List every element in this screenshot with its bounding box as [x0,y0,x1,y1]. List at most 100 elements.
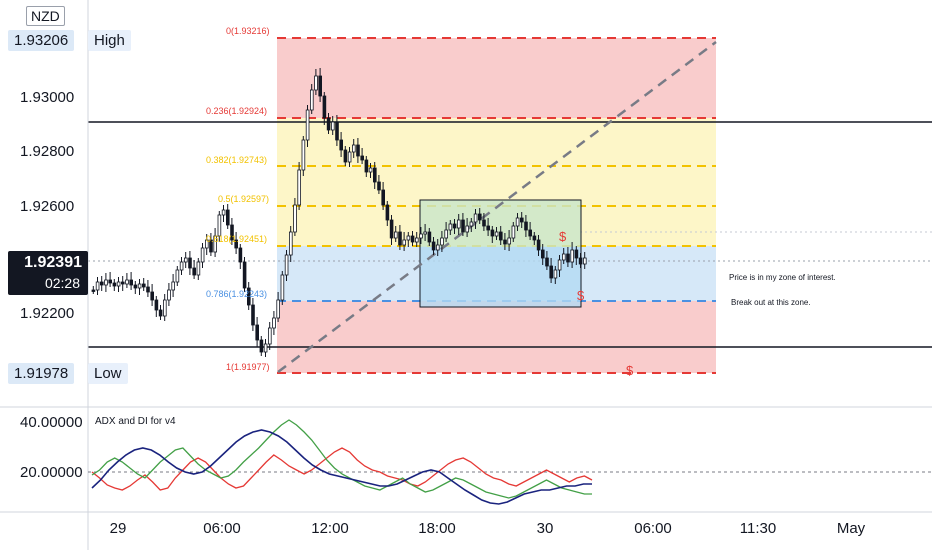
candle-body [524,221,528,231]
candle-body [121,281,125,285]
indicator-title[interactable]: ADX and DI for v4 [95,416,176,427]
candle-body [171,281,176,291]
candle-body [444,229,448,239]
candle-body [511,225,516,239]
time-label-0600b: 06:00 [634,520,672,537]
candle-body [318,75,322,97]
candle-body [141,283,146,288]
candle-body [116,281,121,287]
candle-body [125,279,129,285]
candle-body [335,121,339,141]
candle-body [364,159,369,173]
candle-body [343,149,348,163]
candle-body [309,89,314,111]
candle-body [259,339,264,353]
candle-body [230,224,234,241]
candle-body [95,281,100,291]
candle-body [322,95,327,119]
candle-body [272,317,276,329]
candle-body [314,75,318,91]
candle-body [393,231,398,239]
candle-body [389,219,394,239]
candle-body [553,269,558,279]
candle-body [217,214,222,237]
candle-body [112,282,117,287]
candle-body [528,229,532,237]
bar-countdown: 02:28 [44,275,80,291]
candle-body [494,231,499,237]
fib-label-0: 0(1.93216) [226,26,270,36]
time-label-1200: 12:00 [311,520,349,537]
candle-body [490,229,495,237]
candle-body [251,304,255,326]
candle-body [150,291,155,301]
price-tick-1: 1.93000 [20,89,75,106]
fib-lines[interactable] [277,37,716,374]
candle-body [477,213,482,221]
candle-body [410,235,415,243]
candle-body [158,309,163,317]
time-label-1130: 11:30 [739,520,777,537]
candle-body [427,231,432,243]
candle-body [347,151,352,163]
candle-body [482,219,486,227]
time-label-1800: 18:00 [418,520,456,537]
candle-body [406,235,411,241]
candle-body [204,239,209,249]
candle-body [562,253,566,261]
candle-body [284,254,289,276]
candle-body [440,237,444,246]
candle-body [196,261,201,276]
high-price-value: 1.93206 [14,32,69,49]
symbol-label[interactable]: NZD [26,6,65,26]
candle-body [192,267,197,276]
candle-body [414,237,419,243]
trend-line[interactable] [277,41,717,373]
candle-body [297,169,301,206]
candle-body [301,139,306,171]
dollar-marker-1[interactable]: $ [559,229,567,244]
candle-body [360,155,364,161]
fib-label-0236: 0.236(1.92924) [206,106,268,116]
candle-body [435,244,440,251]
di-plus-line [91,419,592,499]
candle-body [469,221,474,227]
candle-body [532,235,537,241]
candle-body [305,109,310,141]
candle-body [578,257,583,265]
fib-zone-red-bottom [277,301,716,373]
candle-body [372,167,377,183]
candle-body [167,289,171,301]
candle-body [234,239,239,249]
dollar-marker-3[interactable]: $ [626,363,634,378]
candle-body [179,261,184,271]
low-price-tag: 1.91978 [8,363,75,384]
fib-label-0786: 0.786(1.92243) [206,289,268,299]
candle-body [154,299,159,311]
candle-body [108,279,113,284]
candle-body [520,217,524,223]
fib-label-0382: 0.382(1.92743) [206,155,268,165]
candle-body [246,287,251,306]
fib-label-1: 1(1.91977) [226,362,270,372]
candle-body [263,343,268,353]
candle-body [549,265,553,279]
fib-label-0618: 0.618(1.92451) [206,234,268,244]
candle-body [570,249,574,263]
candle-body [162,299,167,317]
fib-label-05: 0.5(1.92597) [218,194,270,204]
dollar-marker-2[interactable]: $ [577,288,585,303]
candle-body [137,283,142,289]
candlesticks [91,68,587,357]
candle-body [515,217,520,227]
note-zone-of-interest[interactable]: Price is in my zone of interest. [729,273,836,282]
candle-body [209,239,213,253]
candle-body [221,209,226,216]
candle-body [503,239,507,245]
note-break-out[interactable]: Break out at this zone. [731,298,811,307]
low-price-value: 1.91978 [14,365,69,382]
indicator-tick-40: 40.00000 [20,414,83,431]
di-minus-line [91,447,593,491]
candle-body [100,281,104,286]
